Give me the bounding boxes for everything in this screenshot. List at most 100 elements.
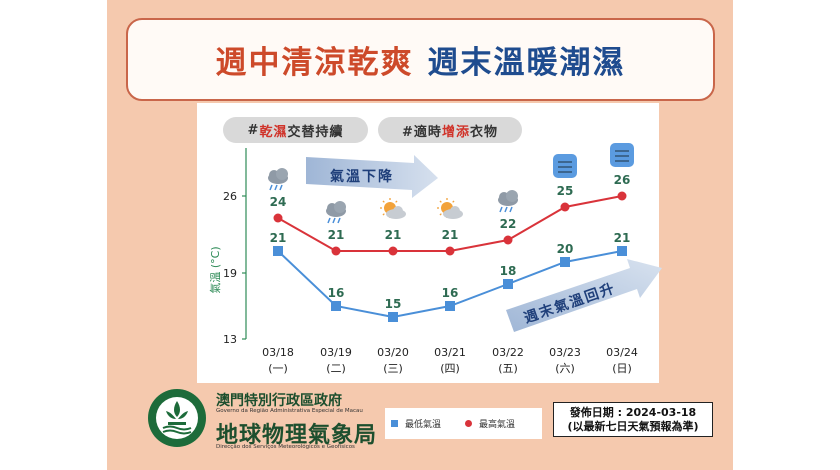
y-tick-label: 13 bbox=[223, 333, 237, 346]
rain-cloud-icon bbox=[498, 190, 518, 213]
rain-drop bbox=[279, 184, 283, 191]
legend-low-marker bbox=[391, 420, 398, 427]
x-tick-label: 03/19 bbox=[320, 346, 352, 359]
chart-panel bbox=[197, 103, 659, 383]
bureau-name-pt: Direcção dos Serviços Meteorológicos e G… bbox=[216, 444, 355, 450]
issue-date: 發佈日期 : 2024-03-18 bbox=[569, 405, 697, 419]
smg-logo-icon bbox=[146, 387, 208, 449]
low-temp-point bbox=[273, 246, 283, 256]
rain-drop bbox=[509, 206, 513, 213]
low-temp-label: 21 bbox=[270, 231, 287, 245]
sun-ray bbox=[439, 213, 442, 216]
fog-tile bbox=[553, 154, 577, 178]
hashtag-dry-wet: # 乾濕 交替持續 bbox=[223, 117, 368, 143]
rain-drop bbox=[269, 184, 273, 191]
legend-high-marker bbox=[465, 420, 473, 427]
cloud-puff bbox=[276, 168, 288, 180]
high-temp-label: 21 bbox=[385, 228, 402, 242]
rain-drop bbox=[499, 206, 503, 213]
high-temp-point bbox=[445, 246, 455, 256]
fog-tile bbox=[610, 143, 634, 167]
high-temp-point bbox=[617, 191, 627, 201]
fog-icon bbox=[553, 154, 577, 178]
hashtag-prefix: # bbox=[247, 122, 260, 138]
x-tick-label: 03/24 bbox=[606, 346, 638, 359]
high-temp-label: 25 bbox=[557, 184, 574, 198]
x-tick-label: 03/18 bbox=[262, 346, 294, 359]
x-tick-label: 03/22 bbox=[492, 346, 524, 359]
high-temp-label: 21 bbox=[328, 228, 345, 242]
low-temp-label: 16 bbox=[328, 286, 345, 300]
partly-cloudy-icon bbox=[437, 198, 463, 219]
high-temp-label: 24 bbox=[270, 195, 287, 209]
low-temp-label: 20 bbox=[557, 242, 574, 256]
low-temp-label: 18 bbox=[500, 264, 517, 278]
high-temp-label: 22 bbox=[500, 217, 517, 231]
high-temp-point bbox=[273, 213, 283, 223]
x-tick-label: 03/23 bbox=[549, 346, 581, 359]
government-name: 澳門特別行政區政府 bbox=[216, 393, 342, 409]
issue-note: (以最新七日天氣預報為準) bbox=[567, 419, 699, 433]
y-tick-label: 19 bbox=[223, 267, 237, 280]
high-temp-label: 21 bbox=[442, 228, 459, 242]
high-temp-point bbox=[331, 246, 341, 256]
fog-icon bbox=[610, 143, 634, 167]
low-temp-point bbox=[617, 246, 627, 256]
x-weekday-label: (日) bbox=[612, 362, 632, 375]
sun-ray bbox=[439, 200, 442, 203]
bureau-name: 地球物理氣象局 bbox=[216, 423, 378, 448]
x-weekday-label: (四) bbox=[440, 362, 460, 375]
low-temp-point bbox=[388, 312, 398, 322]
headline-part1: 週中清涼乾爽 bbox=[215, 45, 414, 81]
high-temp-point bbox=[503, 235, 513, 245]
x-weekday-label: (六) bbox=[555, 362, 575, 375]
chart-legend: 最低氣溫 最高氣溫 bbox=[385, 408, 542, 439]
hashtag-rest: 衣物 bbox=[469, 124, 498, 140]
high-temp-point bbox=[560, 202, 570, 212]
hashtag-prefix: #適時 bbox=[402, 124, 442, 140]
x-tick-label: 03/21 bbox=[434, 346, 466, 359]
temperature-rise-arrow: 週末氣溫回升 bbox=[506, 259, 662, 332]
legend-high: 最高氣溫 bbox=[465, 417, 515, 430]
drop-annotation: 氣溫下降 bbox=[330, 168, 394, 185]
x-weekday-label: (二) bbox=[326, 362, 346, 375]
legend-low: 最低氣溫 bbox=[391, 417, 441, 430]
low-temp-point bbox=[560, 257, 570, 267]
cloud-puff bbox=[450, 206, 460, 216]
x-weekday-label: (五) bbox=[498, 362, 518, 375]
rain-drop bbox=[504, 206, 508, 213]
low-temp-point bbox=[503, 279, 513, 289]
low-temp-point bbox=[331, 301, 341, 311]
x-weekday-label: (一) bbox=[268, 362, 288, 375]
legend-high-label: 最高氣溫 bbox=[479, 420, 516, 430]
x-weekday-label: (三) bbox=[383, 362, 403, 375]
cloud-puff bbox=[334, 201, 346, 213]
high-temp-label: 26 bbox=[614, 173, 631, 187]
y-axis-label: 氣溫 (°C) bbox=[208, 246, 222, 293]
headline-box: 週中清涼乾爽 週末溫暖潮濕 bbox=[126, 18, 715, 101]
temperature-drop-arrow: 氣溫下降 bbox=[306, 155, 438, 198]
hashtag-highlight: 乾濕 bbox=[259, 124, 288, 140]
sun-ray bbox=[452, 200, 455, 203]
rain-cloud-icon bbox=[268, 168, 288, 191]
sun-ray bbox=[395, 200, 398, 203]
low-temp-label: 16 bbox=[442, 286, 459, 300]
rain-drop bbox=[274, 184, 278, 191]
headline-part2: 週末溫暖潮濕 bbox=[427, 45, 626, 81]
low-temp-point bbox=[445, 301, 455, 311]
hashtag-rest: 交替持續 bbox=[287, 124, 344, 140]
issue-date-box: 發佈日期 : 2024-03-18 (以最新七日天氣預報為準) bbox=[553, 402, 713, 437]
sun-ray bbox=[382, 213, 385, 216]
government-name-pt: Governo da Região Administrativa Especia… bbox=[216, 408, 363, 414]
partly-cloudy-icon bbox=[380, 198, 406, 219]
rain-drop bbox=[332, 217, 336, 224]
cloud-puff bbox=[506, 190, 518, 202]
low-temp-label: 21 bbox=[614, 231, 631, 245]
rain-cloud-icon bbox=[326, 201, 346, 224]
hashtag-add-clothes: #適時 增添 衣物 bbox=[378, 117, 522, 143]
high-temp-point bbox=[388, 246, 398, 256]
cloud-puff bbox=[393, 206, 403, 216]
sun-ray bbox=[382, 200, 385, 203]
low-temp-label: 15 bbox=[385, 297, 402, 311]
